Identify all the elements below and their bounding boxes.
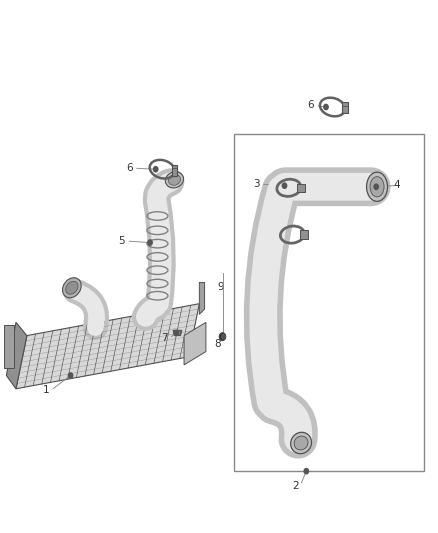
Text: 3: 3 [253, 179, 260, 189]
Circle shape [283, 183, 287, 188]
FancyArrowPatch shape [75, 291, 97, 328]
FancyArrowPatch shape [263, 189, 282, 402]
Text: 6: 6 [307, 100, 314, 110]
Ellipse shape [294, 436, 308, 450]
Circle shape [304, 469, 308, 474]
Ellipse shape [174, 330, 180, 336]
Ellipse shape [291, 432, 311, 454]
Text: 4: 4 [394, 180, 400, 190]
Text: 6: 6 [126, 163, 133, 173]
Polygon shape [4, 325, 14, 368]
Bar [342, 102, 348, 114]
FancyArrowPatch shape [274, 405, 298, 439]
FancyArrowPatch shape [146, 307, 156, 317]
Text: 1: 1 [43, 385, 49, 395]
FancyArrowPatch shape [157, 200, 162, 304]
Ellipse shape [66, 281, 78, 294]
Bar [234, 134, 424, 471]
Circle shape [148, 240, 152, 245]
FancyArrowPatch shape [157, 200, 162, 304]
Circle shape [324, 104, 328, 110]
Bar [172, 165, 177, 175]
Ellipse shape [367, 172, 388, 201]
Polygon shape [16, 304, 199, 389]
FancyArrowPatch shape [274, 405, 298, 439]
Circle shape [222, 335, 225, 339]
Polygon shape [173, 330, 182, 336]
Bar [300, 230, 308, 239]
FancyArrowPatch shape [75, 291, 97, 328]
Circle shape [153, 166, 158, 172]
Text: 8: 8 [214, 338, 220, 349]
Polygon shape [184, 322, 206, 365]
FancyArrowPatch shape [157, 182, 170, 195]
Polygon shape [199, 282, 205, 314]
Ellipse shape [168, 174, 180, 185]
FancyArrowPatch shape [157, 182, 170, 195]
Ellipse shape [166, 172, 184, 188]
Text: 9: 9 [217, 282, 224, 292]
Circle shape [374, 184, 378, 189]
Ellipse shape [370, 176, 384, 197]
Circle shape [219, 333, 226, 341]
Circle shape [174, 330, 178, 336]
FancyArrowPatch shape [263, 189, 282, 402]
Text: 5: 5 [119, 236, 125, 246]
FancyArrowPatch shape [146, 307, 156, 317]
Bar [297, 183, 304, 192]
Polygon shape [7, 322, 27, 389]
Text: 7: 7 [161, 333, 168, 343]
Text: 2: 2 [292, 481, 299, 490]
Ellipse shape [63, 278, 81, 298]
Circle shape [68, 373, 73, 378]
